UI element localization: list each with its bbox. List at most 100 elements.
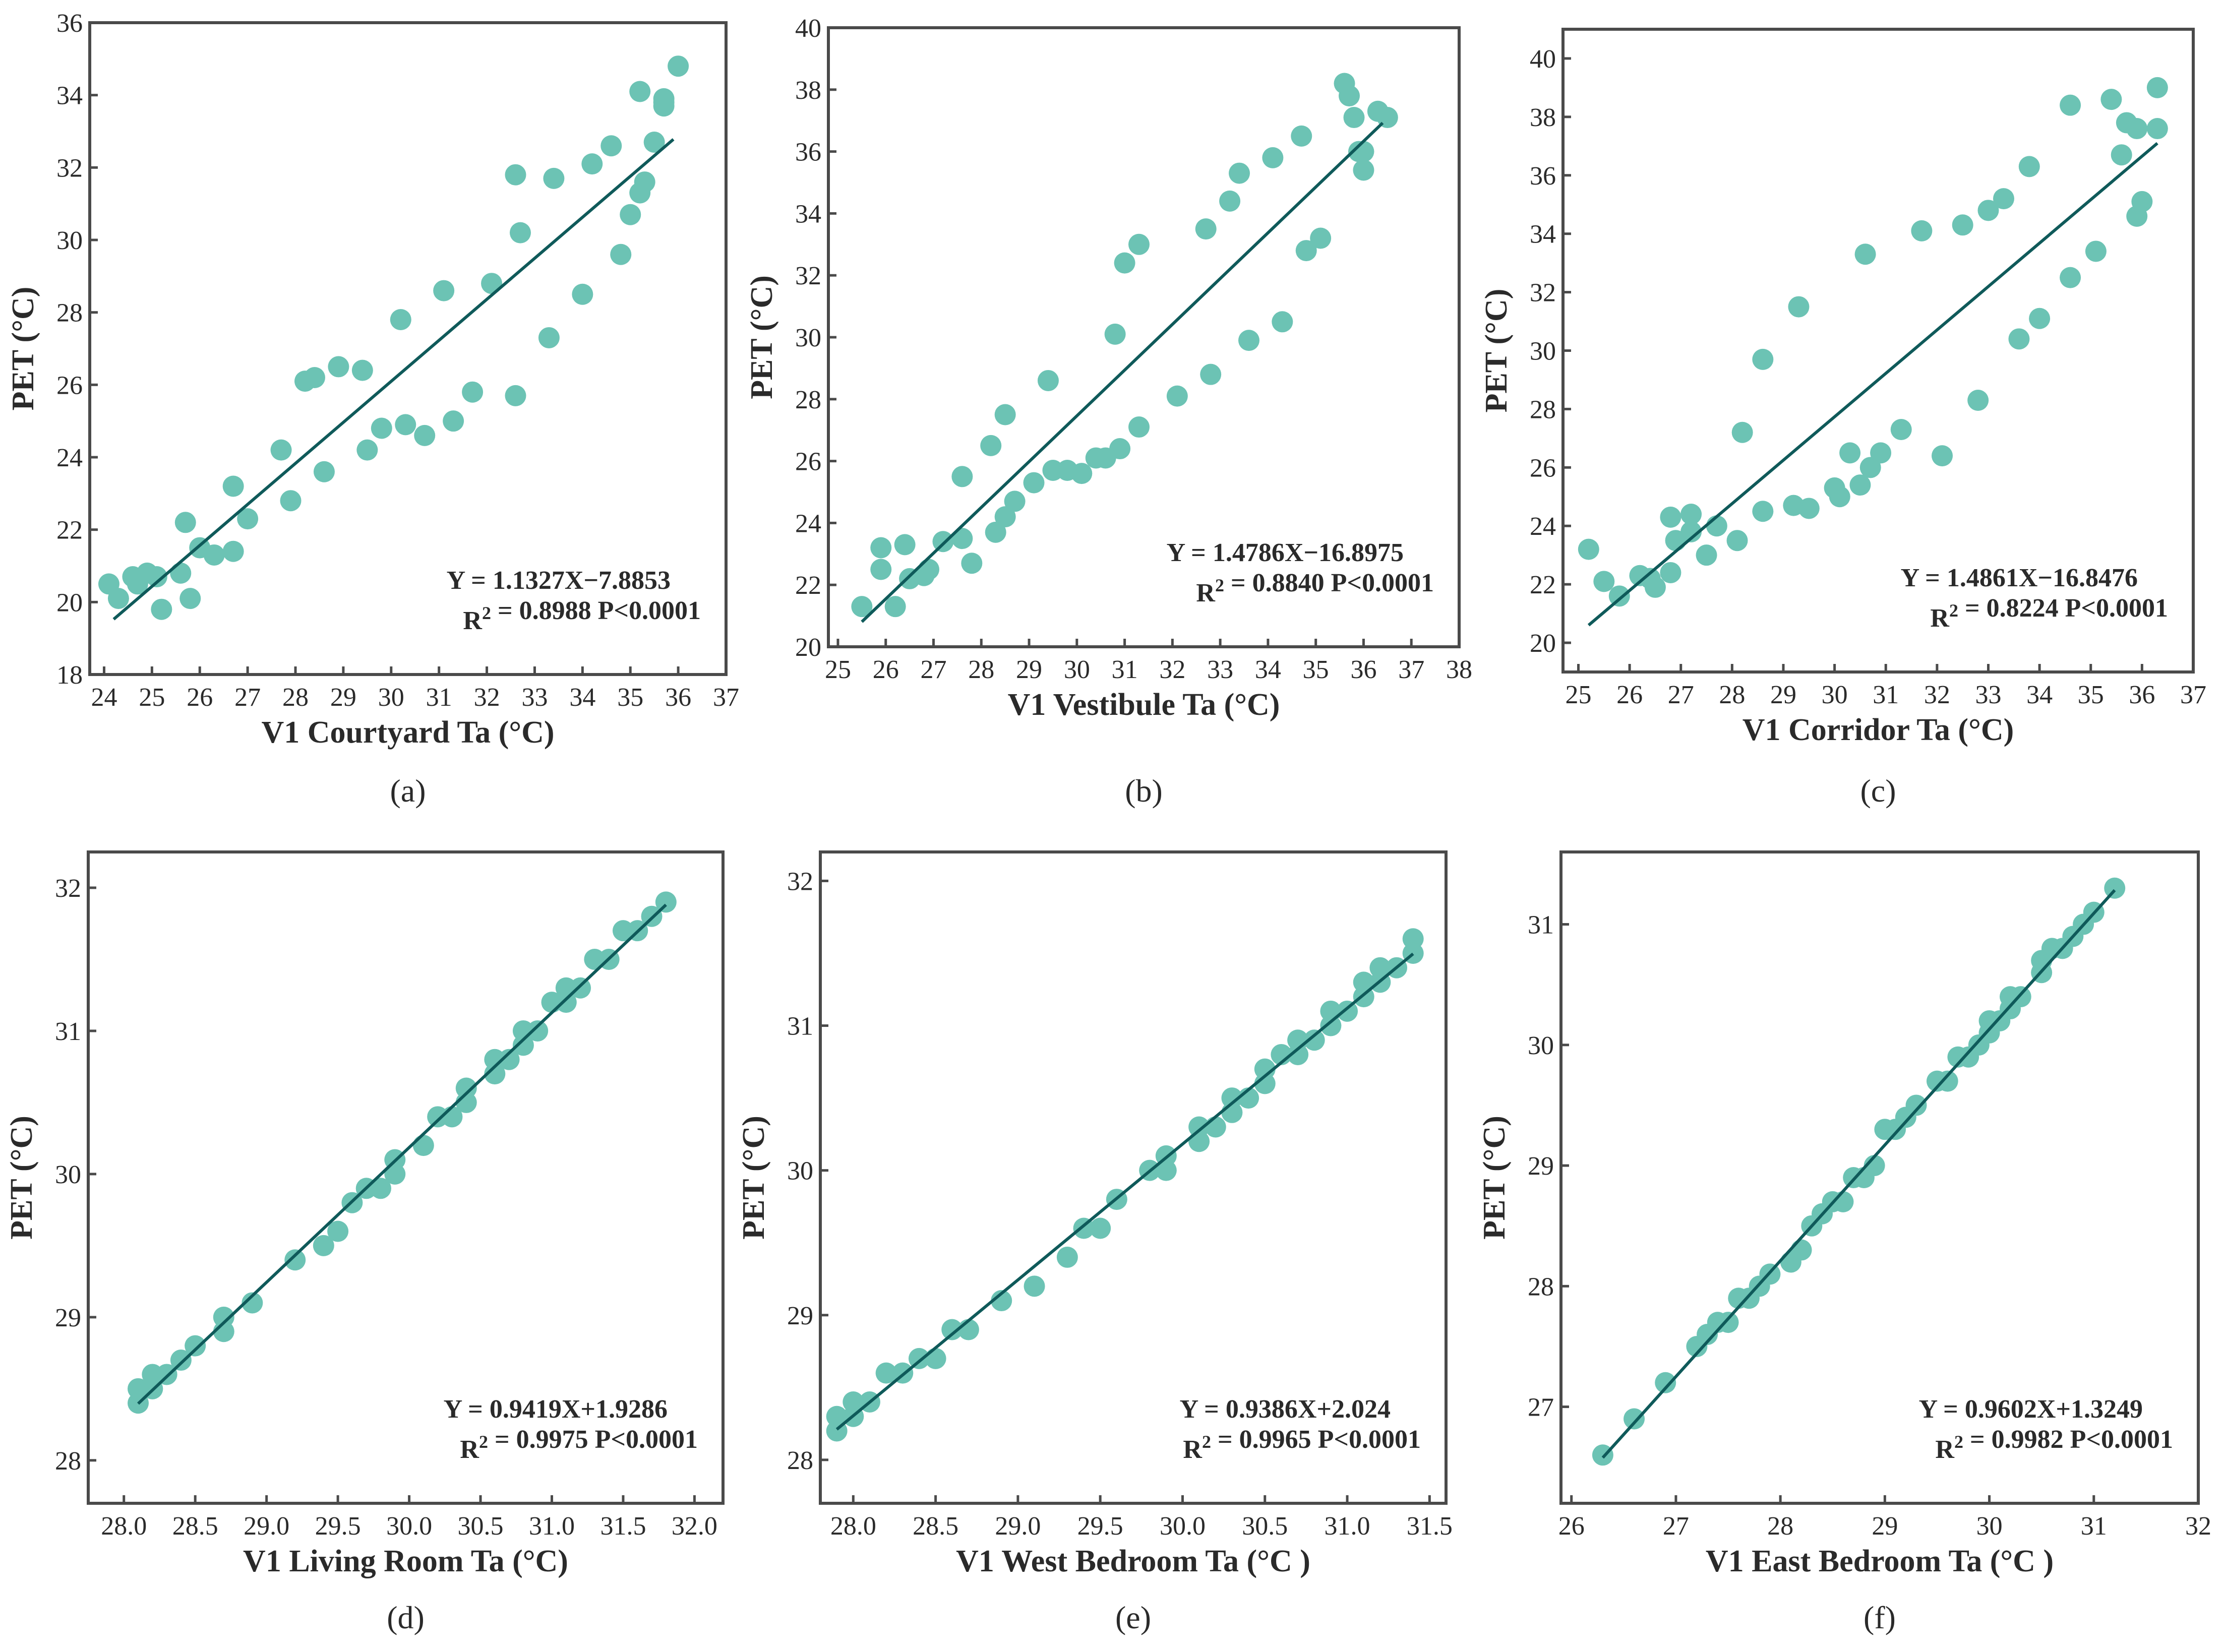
y-tick-label: 32: [1530, 279, 1556, 308]
x-tick-label: 35: [1303, 655, 1329, 684]
x-tick-label: 25: [139, 683, 165, 712]
data-point: [543, 167, 565, 189]
data-point: [1339, 85, 1360, 107]
data-point: [1680, 521, 1702, 542]
data-point: [2008, 328, 2030, 350]
data-point: [1071, 463, 1093, 484]
y-tick-label: 30: [1530, 337, 1556, 366]
data-point: [179, 588, 201, 609]
x-tick-label: 34: [1255, 655, 1281, 684]
y-tick-label: 30: [56, 226, 83, 255]
data-point: [1200, 363, 1222, 385]
data-point: [1023, 472, 1045, 494]
regression-equation: Y = 1.4786X−16.8975: [1167, 538, 1404, 567]
y-tick-label: 24: [1530, 512, 1556, 541]
data-point: [328, 356, 349, 378]
y-tick-label: 32: [787, 867, 813, 896]
data-point: [2146, 77, 2168, 98]
x-tick-label: 30: [1064, 655, 1090, 684]
data-point: [600, 135, 622, 157]
x-tick-label: 30: [378, 683, 404, 712]
y-tick-label: 34: [1530, 220, 1556, 249]
y-tick-label: 34: [56, 82, 83, 110]
data-point: [1788, 296, 1810, 318]
data-point: [2131, 191, 2153, 212]
x-tick-label: 28: [282, 683, 309, 712]
y-tick-label: 38: [1530, 103, 1556, 132]
data-point: [884, 596, 906, 618]
data-point: [280, 490, 302, 512]
data-point: [1353, 141, 1374, 162]
y-tick-label: 31: [1528, 911, 1554, 940]
r-squared-text: R2 = 0.8840 P<0.0001: [1196, 569, 1434, 607]
x-tick-label: 31.5: [1407, 1512, 1453, 1541]
data-point: [1287, 1044, 1309, 1065]
data-point: [894, 534, 916, 556]
y-tick-label: 40: [1530, 45, 1556, 74]
x-tick-label: 31: [1873, 681, 1899, 709]
data-point: [1655, 1372, 1676, 1393]
x-axis-title: V1 Living Room Ta (°C): [243, 1544, 568, 1578]
x-tick-label: 36: [665, 683, 691, 712]
data-point: [1024, 1275, 1045, 1297]
y-tick-label: 28: [795, 386, 821, 414]
y-tick-label: 36: [56, 9, 83, 38]
data-point: [1229, 162, 1250, 184]
panel-label: (f): [1864, 1600, 1896, 1635]
data-point: [851, 596, 873, 618]
data-point: [951, 466, 973, 487]
data-point: [1849, 474, 1871, 496]
regression-equation: Y = 1.4861X−16.8476: [1901, 564, 2138, 592]
x-tick-label: 28: [968, 655, 994, 684]
panel-label: (c): [1860, 773, 1896, 809]
data-point: [174, 512, 196, 533]
regression-equation: Y = 1.1327X−7.8853: [447, 566, 671, 595]
data-point: [395, 414, 416, 436]
data-point: [237, 508, 259, 530]
data-point: [185, 1335, 206, 1357]
data-point: [1221, 1087, 1243, 1109]
data-point: [629, 81, 651, 102]
x-tick-label: 31.5: [600, 1512, 646, 1541]
y-tick-label: 32: [56, 154, 83, 182]
y-tick-label: 22: [795, 571, 821, 600]
data-point: [1402, 928, 1424, 950]
regression-line: [861, 121, 1384, 623]
x-tick-label: 30.0: [1160, 1512, 1206, 1541]
data-point: [1310, 227, 1332, 249]
y-tick-label: 22: [56, 516, 83, 545]
data-point: [925, 1348, 946, 1369]
data-point: [1128, 233, 1150, 255]
data-point: [2146, 118, 2168, 140]
data-point: [951, 528, 973, 549]
x-tick-label: 30.0: [386, 1512, 432, 1541]
data-point: [1911, 220, 1933, 241]
x-tick-label: 29.5: [1077, 1512, 1123, 1541]
data-point: [1829, 486, 1850, 508]
x-axis-title: V1 Courtyard Ta (°C): [261, 715, 554, 750]
x-axis-title: V1 Vestibule Ta (°C): [1008, 688, 1280, 722]
x-tick-label: 29: [1016, 655, 1042, 684]
data-point: [390, 309, 411, 331]
regression-line: [112, 138, 675, 621]
data-point: [1090, 1217, 1111, 1239]
data-point: [1188, 1116, 1210, 1138]
data-point: [356, 439, 378, 461]
data-point: [994, 506, 1016, 528]
data-point: [843, 1391, 864, 1413]
data-point: [1320, 1015, 1342, 1036]
x-axis-title: V1 West Bedroom Ta (°C ): [956, 1544, 1310, 1578]
data-point: [581, 153, 603, 175]
data-point: [1752, 348, 1774, 370]
x-tick-label: 26: [1616, 681, 1643, 709]
y-tick-label: 29: [55, 1304, 81, 1332]
data-point: [1195, 218, 1217, 240]
data-point: [1056, 1246, 1078, 1268]
y-axis-title: PET (°C): [6, 287, 40, 411]
data-point: [313, 461, 335, 482]
regression-equation: Y = 0.9386X+2.024: [1180, 1395, 1391, 1424]
y-tick-label: 32: [55, 874, 81, 903]
data-point: [351, 359, 373, 381]
data-point: [371, 417, 392, 439]
x-tick-label: 27: [921, 655, 947, 684]
